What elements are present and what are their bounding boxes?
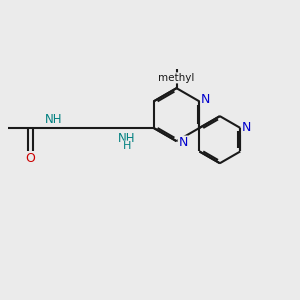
Text: N: N (242, 122, 251, 134)
Text: NH: NH (45, 112, 62, 126)
Text: methyl: methyl (158, 73, 195, 83)
Text: N: N (178, 136, 188, 149)
Text: NH: NH (118, 132, 136, 145)
Text: O: O (26, 152, 35, 165)
Text: H: H (123, 141, 131, 151)
Text: N: N (201, 93, 211, 106)
